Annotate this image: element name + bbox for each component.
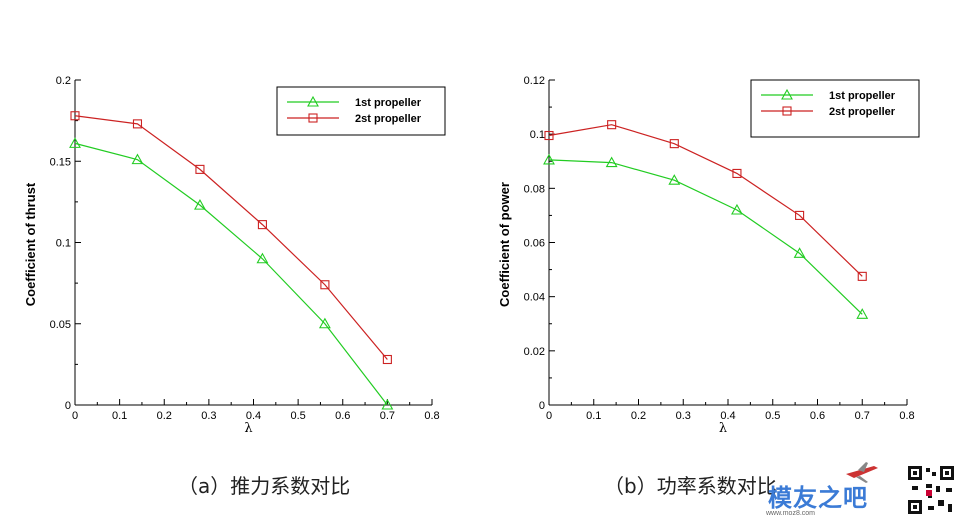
legend-marker-triangle xyxy=(307,95,319,107)
watermark-url: www.moz8.com xyxy=(766,510,816,517)
series-line-2 xyxy=(548,124,863,277)
y-tick-label: 0 xyxy=(539,400,545,412)
y-tick-label: 0.05 xyxy=(50,319,71,331)
data-point-square xyxy=(257,220,267,230)
x-tick-label: 0.7 xyxy=(380,410,395,422)
y-tick-label: 0.02 xyxy=(524,346,545,358)
x-tick-label: 0.5 xyxy=(290,410,305,422)
data-point-square xyxy=(132,119,143,129)
data-point-triangle xyxy=(69,137,81,148)
caption-b: （b）功率系数对比 xyxy=(604,474,777,498)
data-point-square xyxy=(607,120,617,130)
x-tick-label: 0.6 xyxy=(810,410,825,422)
data-point-triangle xyxy=(856,308,869,319)
caption-a: （a）推力系数对比 xyxy=(178,474,351,498)
data-point-square xyxy=(70,111,80,121)
power-chart: 0 0.1 0.2 0.3 0.4 0.5 0.6 0.7 0.8 0 0.02 0.04 0.06 0.… xyxy=(497,75,920,436)
y-tick-label: 0.1 xyxy=(530,129,545,141)
x-tick-label: 0.2 xyxy=(157,410,172,422)
watermark-logo: 模友之吧 www.moz8.com xyxy=(760,460,960,520)
data-point-square xyxy=(195,164,205,174)
data-point-triangle xyxy=(605,156,618,168)
x-axis-label: λ xyxy=(244,421,252,436)
x-axis-label: λ xyxy=(719,421,727,436)
y-axis-label: Coefficient of power xyxy=(497,182,512,307)
watermark-text: 模友之吧 xyxy=(768,484,868,512)
y-tick-label: 0.15 xyxy=(50,156,71,168)
data-point-square xyxy=(382,354,392,365)
series-line-2 xyxy=(74,115,388,360)
data-point-triangle xyxy=(318,317,331,329)
data-point-square xyxy=(544,130,554,141)
legend-marker-square xyxy=(308,113,318,123)
x-tick-label: 0.3 xyxy=(676,410,691,422)
x-tick-label: 0.1 xyxy=(586,410,601,422)
x-tick-label: 0.4 xyxy=(720,410,735,422)
y-tick-label: 0.08 xyxy=(524,183,545,195)
data-point-triangle xyxy=(194,198,206,210)
y-tick-label: 0.2 xyxy=(56,75,71,87)
legend-box xyxy=(750,79,920,138)
legend-box xyxy=(276,86,446,136)
legend-label: 2st propeller xyxy=(355,113,422,125)
y-tick-label: 0.06 xyxy=(524,238,545,250)
series-line-1 xyxy=(548,159,863,315)
data-point-triangle xyxy=(731,203,743,215)
y-tick-label: 0.1 xyxy=(56,238,71,250)
x-tick-label: 0.6 xyxy=(335,410,350,422)
thrust-chart: 0 0.1 0.2 0.3 0.4 0.5 0.6 0.7 0.8 0 0.05 0.1 0.15 0.2… xyxy=(23,75,446,436)
legend-marker-triangle xyxy=(781,88,793,100)
y-tick-label: 0 xyxy=(65,400,71,412)
data-point-triangle xyxy=(793,247,806,258)
data-point-triangle xyxy=(131,153,144,165)
x-tick-label: 0.2 xyxy=(631,410,646,422)
data-point-square xyxy=(857,271,867,281)
x-tick-label: 0 xyxy=(546,410,552,422)
legend-marker-square xyxy=(782,106,792,116)
y-tick-label: 0.04 xyxy=(524,292,545,304)
data-point-triangle xyxy=(668,174,681,185)
x-tick-label: 0.8 xyxy=(899,410,914,422)
x-tick-label: 0.8 xyxy=(424,410,439,422)
legend-label: 2st propeller xyxy=(829,106,896,118)
data-point-square xyxy=(795,210,805,220)
y-axis-label: Coefficient of thrust xyxy=(23,182,38,306)
y-tick-label: 0.12 xyxy=(524,75,545,87)
data-point-square xyxy=(732,168,742,178)
x-tick-label: 0.5 xyxy=(765,410,780,422)
data-point-square xyxy=(320,280,330,290)
data-point-square xyxy=(669,139,679,149)
x-tick-label: 0 xyxy=(72,410,78,422)
plane-icon xyxy=(846,462,878,483)
x-tick-label: 0.7 xyxy=(855,410,870,422)
data-point-triangle xyxy=(381,398,394,410)
legend-label: 1st propeller xyxy=(355,97,422,109)
x-tick-label: 0.4 xyxy=(246,410,261,422)
qr-code-icon xyxy=(906,464,956,516)
legend-label: 1st propeller xyxy=(829,90,896,102)
data-point-triangle xyxy=(256,252,269,264)
x-tick-label: 0.3 xyxy=(201,410,216,422)
x-tick-label: 0.1 xyxy=(112,410,127,422)
series-line-1 xyxy=(74,142,388,406)
data-point-triangle xyxy=(543,153,555,165)
